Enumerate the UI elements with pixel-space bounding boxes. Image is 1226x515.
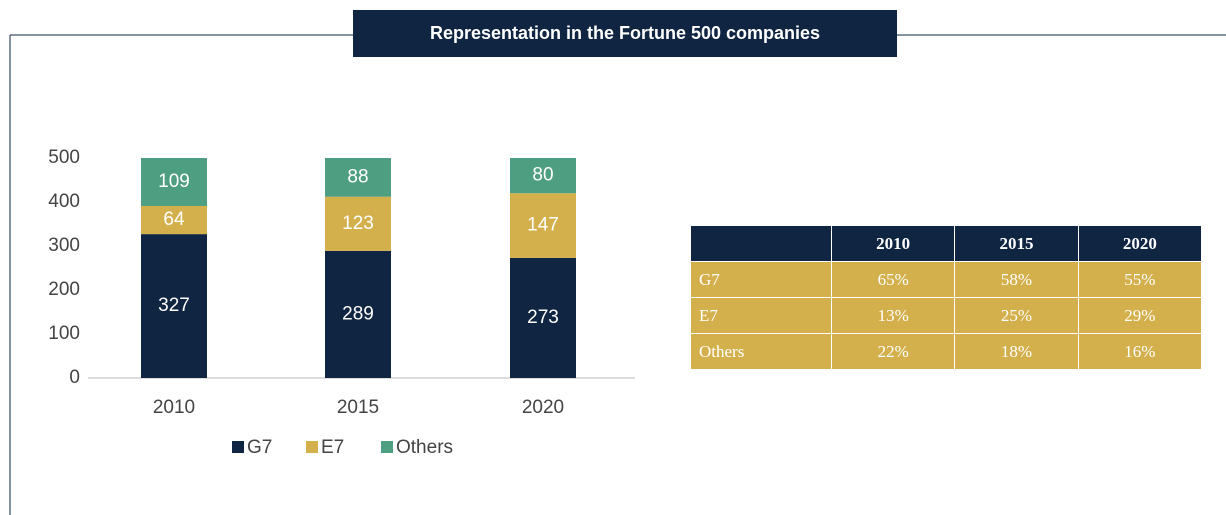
data-label: 88 <box>347 166 368 187</box>
legend-label: G7 <box>247 437 272 458</box>
x-tick-label: 2020 <box>522 397 564 418</box>
data-label: 64 <box>163 209 185 230</box>
table-cell: 29% <box>1077 297 1203 334</box>
column-header: 2020 <box>1077 225 1203 262</box>
bar-segment <box>510 158 576 194</box>
legend-label: Others <box>396 437 453 458</box>
table-cell: 13% <box>830 297 956 334</box>
chart-title: Representation in the Fortune 500 compan… <box>430 23 820 43</box>
legend-swatch <box>232 441 244 453</box>
row-label: G7 <box>690 261 832 298</box>
bar-segment <box>141 234 207 378</box>
y-tick-label: 400 <box>48 191 80 212</box>
corner-cell <box>690 225 832 262</box>
legend-swatch <box>381 441 393 453</box>
bar-segment <box>325 158 391 197</box>
data-label: 147 <box>527 215 559 236</box>
bar-segment <box>325 196 391 251</box>
bar-segment <box>325 250 391 378</box>
row-label: E7 <box>690 297 832 334</box>
data-table: 2010 2015 2020 G7 65% 58% 55% E7 13% 25% 29% Other… <box>690 225 1203 370</box>
table-cell: 22% <box>830 333 956 370</box>
y-tick-label: 500 <box>48 147 80 168</box>
table-cell: 18% <box>954 333 1079 370</box>
y-tick-label: 0 <box>69 367 80 388</box>
table-cell: 58% <box>954 261 1079 298</box>
y-tick-label: 200 <box>48 279 80 300</box>
table-row: Others 22% 18% 16% <box>690 333 1203 370</box>
table-cell: 16% <box>1077 333 1203 370</box>
data-label: 123 <box>342 213 374 234</box>
bar-segment <box>141 205 207 235</box>
title-box <box>353 10 897 57</box>
table-cell: 25% <box>954 297 1079 334</box>
table-cell: 65% <box>830 261 956 298</box>
table-row: E7 13% 25% 29% <box>690 297 1203 334</box>
table-cell: 55% <box>1077 261 1203 298</box>
legend-swatch <box>306 441 318 453</box>
bar-segment <box>141 158 207 206</box>
y-tick-label: 100 <box>48 323 80 344</box>
data-label: 327 <box>158 295 190 316</box>
x-tick-label: 2010 <box>153 397 195 418</box>
data-label: 289 <box>342 303 374 324</box>
table-row: G7 65% 58% 55% <box>690 261 1203 298</box>
y-tick-label: 300 <box>48 235 80 256</box>
x-tick-label: 2015 <box>337 397 379 418</box>
header-row: 2010 2015 2020 <box>690 225 1203 262</box>
bar-segment <box>510 193 576 258</box>
legend-label: E7 <box>321 437 344 458</box>
column-header: 2010 <box>830 225 956 262</box>
data-label: 109 <box>158 171 190 192</box>
row-label: Others <box>690 333 832 370</box>
bar-segment <box>510 257 576 378</box>
data-label: 80 <box>532 165 553 186</box>
column-header: 2015 <box>954 225 1079 262</box>
data-label: 273 <box>527 307 559 328</box>
